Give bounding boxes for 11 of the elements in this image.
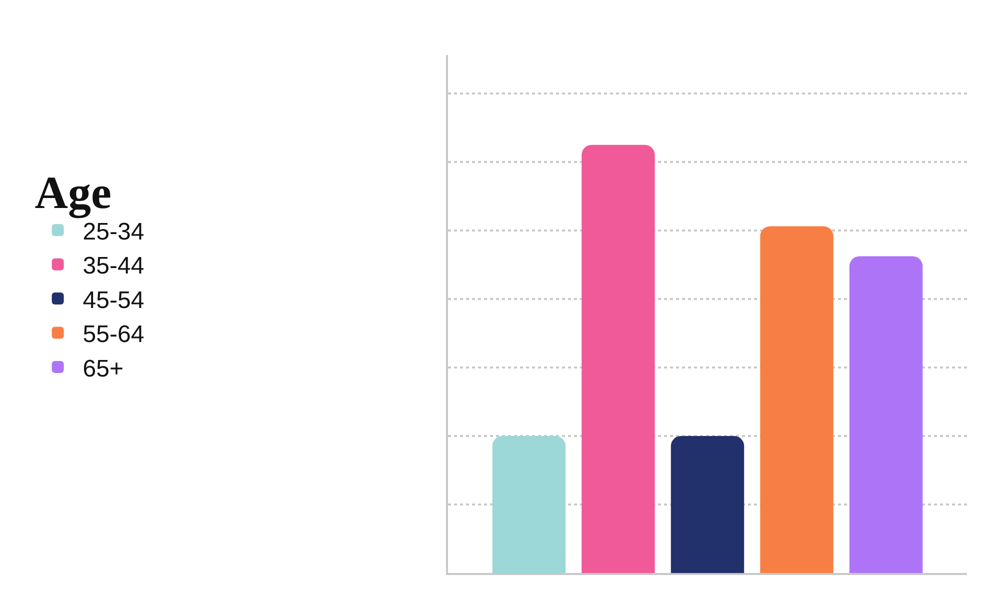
legend-label: 35-44 (82, 252, 144, 280)
bar (492, 436, 566, 573)
legend-label: 25-34 (82, 218, 144, 246)
bar (760, 226, 834, 573)
legend-title: Age (34, 167, 112, 220)
legend-label: 45-54 (82, 286, 144, 314)
bar (582, 144, 655, 573)
bar (849, 256, 923, 573)
legend-label: 55-64 (82, 321, 144, 348)
legend-label: 65+ (82, 355, 124, 382)
bar (670, 436, 744, 573)
